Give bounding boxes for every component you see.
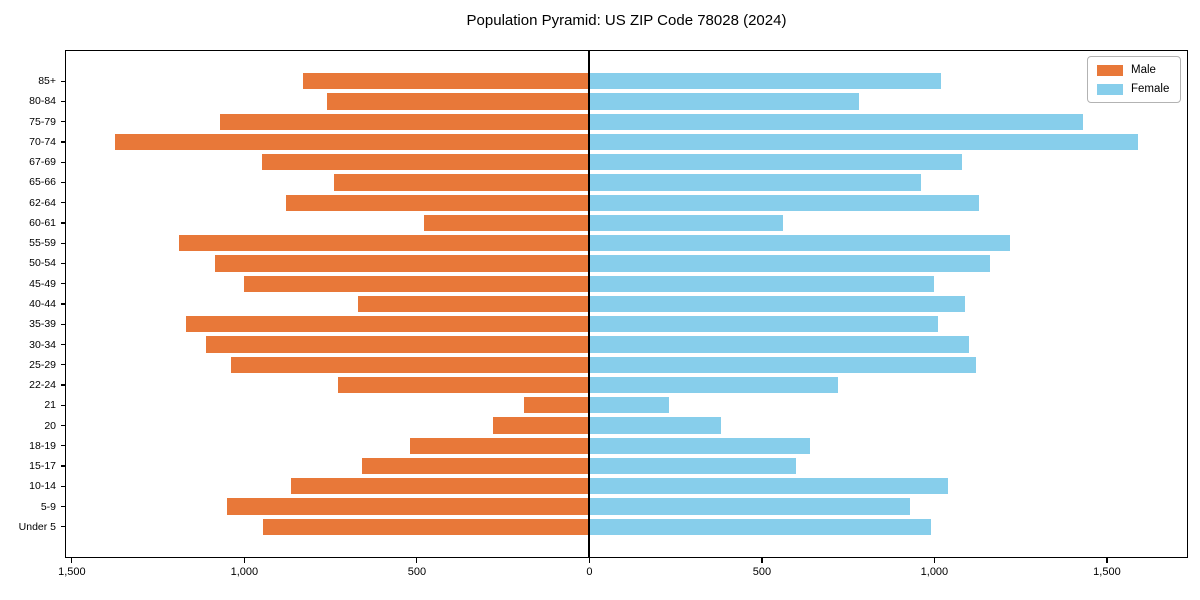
ytick-label-80-84: 80-84: [29, 95, 56, 108]
ytick-label-75-79: 75-79: [29, 115, 56, 128]
xtick-mark: [416, 558, 418, 563]
xtick-label-4: 500: [752, 566, 772, 578]
xtick-mark: [243, 558, 245, 563]
xtick-label-3: 0: [586, 566, 593, 578]
ytick-label-18-19: 18-19: [29, 439, 56, 452]
ytick-label-15-17: 15-17: [29, 460, 56, 473]
xtick-mark: [71, 558, 73, 563]
xtick-label-6: 1,500: [1093, 566, 1121, 578]
xtick-label-1: 1,000: [230, 566, 259, 578]
ytick-label-50-54: 50-54: [29, 257, 56, 270]
ytick-label-65-66: 65-66: [29, 176, 56, 189]
ytick-label-70-74: 70-74: [29, 135, 56, 148]
xtick-label-0: 1,500: [58, 566, 86, 578]
male-swatch-icon: [1097, 64, 1123, 76]
xtick-label-5: 1,000: [920, 566, 949, 578]
legend-item-male: Male: [1097, 64, 1169, 76]
ytick-label-22-24: 22-24: [29, 379, 56, 392]
chart-title: Population Pyramid: US ZIP Code 78028 (2…: [466, 12, 787, 29]
xtick-mark: [933, 558, 935, 563]
xtick-mark: [588, 558, 590, 563]
ytick-label-21: 21: [44, 399, 56, 412]
ytick-label-25-29: 25-29: [29, 358, 56, 371]
ytick-label-under-5: Under 5: [18, 520, 56, 533]
plot-area: [65, 50, 1188, 558]
legend-label-female: Female: [1131, 83, 1170, 95]
legend: Male Female: [1087, 56, 1182, 103]
ytick-label-30-34: 30-34: [29, 338, 56, 351]
ytick-label-5-9: 5-9: [40, 500, 56, 513]
female-swatch-icon: [1097, 83, 1123, 95]
ytick-label-45-49: 45-49: [29, 277, 56, 290]
ytick-label-20: 20: [44, 419, 56, 432]
legend-label-male: Male: [1131, 64, 1156, 76]
ytick-label-85: 85+: [38, 75, 56, 88]
ytick-label-55-59: 55-59: [29, 237, 56, 250]
xtick-label-2: 500: [407, 566, 427, 578]
ytick-label-60-61: 60-61: [29, 216, 56, 229]
ytick-label-62-64: 62-64: [29, 196, 56, 209]
ytick-label-10-14: 10-14: [29, 480, 56, 493]
ytick-label-40-44: 40-44: [29, 298, 56, 310]
legend-item-female: Female: [1097, 83, 1169, 95]
xtick-mark: [761, 558, 763, 563]
ytick-label-35-39: 35-39: [29, 318, 56, 331]
xtick-mark: [1106, 558, 1108, 563]
ytick-label-67-69: 67-69: [29, 156, 56, 169]
